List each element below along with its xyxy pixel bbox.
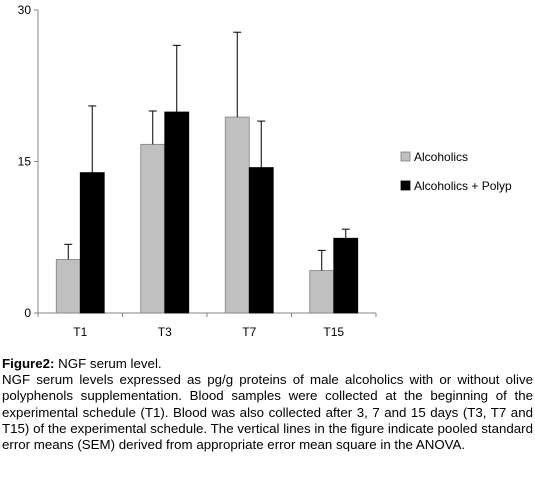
figure-caption: Figure2: NGF serum level. NGF serum leve… [2,356,533,453]
caption-title: NGF serum level. [54,356,162,371]
legend-label: Alcoholics + Polyp [414,179,512,193]
chart-legend: Alcoholics Alcoholics + Polyp [400,150,512,193]
caption-heading: Figure2: NGF serum level. [2,356,533,372]
caption-figure-label: Figure2: [2,356,55,371]
bar-alcoholics-polyp-t1 [79,172,105,314]
bar-alcoholics-t1 [55,259,81,314]
chart-bars [55,111,359,314]
y-tick-label: 0 [24,306,31,320]
y-tick-label: 15 [18,155,32,169]
bar-alcoholics-t3 [140,143,166,314]
x-tick-label: T3 [158,325,172,339]
y-tick-label: 30 [18,3,32,17]
chart-error-bars [64,31,350,271]
x-axis-ticks: T1 T3 T7 T15 [37,313,377,339]
x-tick-label: T7 [242,325,256,339]
x-tick-label: T15 [323,325,344,339]
legend-swatch [400,180,411,191]
bar-alcoholics-t7 [224,116,250,314]
legend-label: Alcoholics [414,150,468,164]
bar-chart: 0 15 30 T1 T3 T7 T15 Alcoholics Alcoholics + P… [18,3,512,339]
bar-alcoholics-t15 [309,270,335,314]
x-tick-label: T1 [73,325,87,339]
bar-alcoholics-polyp-t7 [248,167,274,314]
caption-body: NGF serum levels expressed as pg/g prote… [2,372,533,453]
legend-swatch [400,151,411,162]
bar-alcoholics-polyp-t15 [333,237,359,314]
y-axis-ticks: 0 15 30 [18,3,38,320]
bar-alcoholics-polyp-t3 [164,111,190,314]
